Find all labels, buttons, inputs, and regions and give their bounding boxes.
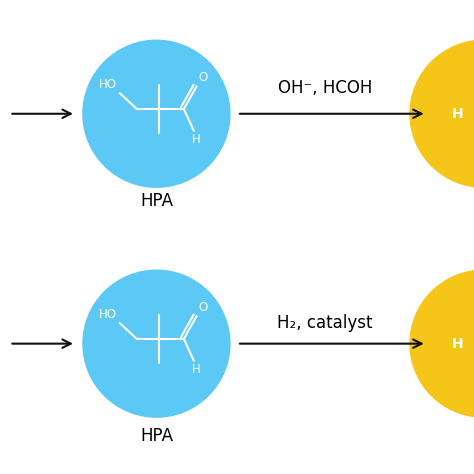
Text: H₂, catalyst: H₂, catalyst — [277, 314, 373, 332]
Circle shape — [83, 270, 230, 417]
Text: H: H — [452, 107, 463, 121]
Circle shape — [83, 40, 230, 187]
Circle shape — [410, 40, 474, 187]
Text: O: O — [199, 71, 208, 84]
Text: H: H — [192, 133, 201, 146]
Text: O: O — [199, 301, 208, 314]
Text: H: H — [452, 337, 463, 351]
Text: HPA: HPA — [140, 427, 173, 445]
Text: H: H — [192, 363, 201, 376]
Text: OH⁻, HCOH: OH⁻, HCOH — [277, 79, 372, 97]
Circle shape — [410, 270, 474, 417]
Text: HO: HO — [99, 308, 117, 320]
Text: HO: HO — [99, 78, 117, 91]
Text: HPA: HPA — [140, 192, 173, 210]
